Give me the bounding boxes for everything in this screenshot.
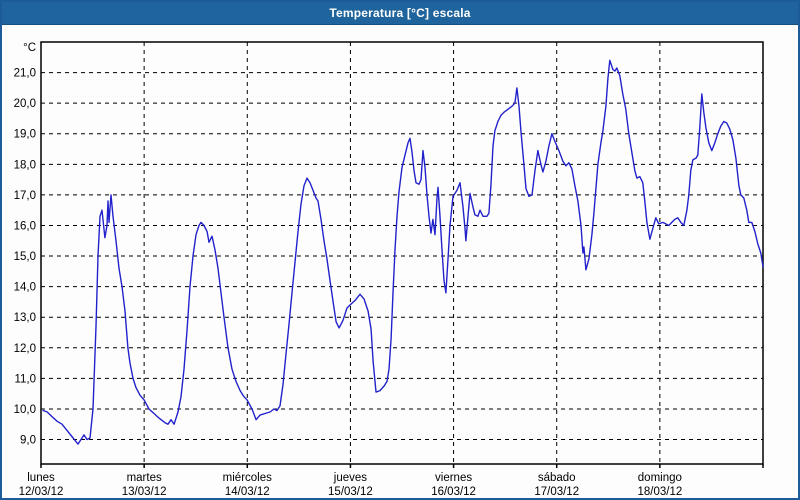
y-axis-tick-label: 21,0	[14, 68, 36, 80]
y-axis-tick-label: 20,0	[14, 98, 36, 110]
x-axis-day-label: martes	[127, 472, 162, 484]
x-axis-day-label: domingo	[638, 472, 682, 484]
y-axis-tick-label: 11,0	[14, 373, 36, 385]
y-axis-tick-label: 10,0	[14, 404, 36, 416]
plot-border	[40, 41, 764, 465]
y-axis-tick-label: 16,0	[14, 220, 36, 232]
y-axis-tick-label: 15,0	[14, 251, 36, 263]
x-axis-day-label: jueves	[333, 472, 367, 484]
x-axis-day-label: miércoles	[223, 472, 272, 484]
x-axis-date-label: 15/03/12	[328, 486, 373, 498]
window-title: Temperatura [°C] escala	[329, 6, 471, 20]
x-axis-date-label: 14/03/12	[225, 486, 270, 498]
x-axis-day-label: viernes	[435, 472, 472, 484]
temperature-series-line	[42, 59, 764, 445]
y-axis-tick-label: 13,0	[14, 312, 36, 324]
x-axis-day-label: lunes	[27, 472, 55, 484]
y-axis-tick-label: 14,0	[14, 282, 36, 294]
y-axis-unit-label: °C	[23, 42, 36, 54]
x-axis-date-label: 12/03/12	[19, 486, 64, 498]
y-axis-tick-label: 17,0	[14, 190, 36, 202]
y-axis-tick-label: 18,0	[14, 159, 36, 171]
x-axis-date-label: 13/03/12	[122, 486, 167, 498]
y-axis-tick-label: 9,0	[20, 435, 36, 447]
y-axis-tick-label: 12,0	[14, 343, 36, 355]
window-title-bar: Temperatura [°C] escala	[2, 2, 798, 25]
y-axis-tick-label: 19,0	[14, 129, 36, 141]
x-axis-day-label: sábado	[538, 472, 576, 484]
x-axis-date-label: 16/03/12	[431, 486, 476, 498]
x-axis-date-label: 18/03/12	[637, 486, 682, 498]
x-axis-date-label: 17/03/12	[534, 486, 579, 498]
